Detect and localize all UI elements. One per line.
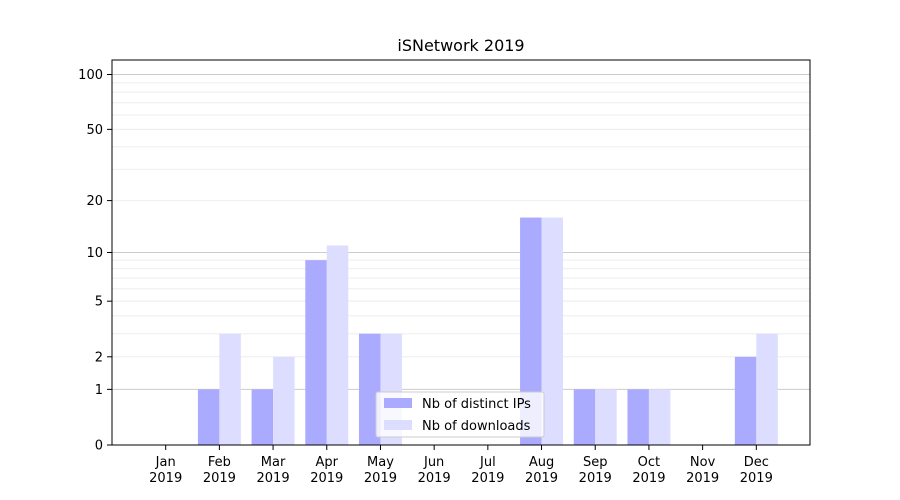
legend-label-downloads: Nb of downloads xyxy=(422,419,531,434)
bar-distinct-ips-feb xyxy=(197,389,220,445)
bar-downloads-oct xyxy=(648,389,671,445)
x-tick-label-apr: Apr 2019 xyxy=(310,455,343,486)
bar-downloads-dec xyxy=(756,333,778,445)
y-tick-label: 1 xyxy=(95,383,103,398)
bar-distinct-ips-mar xyxy=(251,389,274,445)
y-tick-label: 2 xyxy=(95,350,103,365)
y-tick-label: 0 xyxy=(95,439,103,454)
bar-distinct-ips-oct xyxy=(627,389,649,445)
y-tick-label: 50 xyxy=(86,123,103,138)
x-axis: Jan 2019 Feb 2019 Mar 2019 Apr 2019 May 2019 Jun 20… xyxy=(149,445,773,486)
legend-box xyxy=(375,391,545,438)
x-tick-label-may: May 2019 xyxy=(364,455,397,486)
bar-distinct-ips-may xyxy=(358,333,381,445)
legend-label-distinct-ips: Nb of distinct IPs xyxy=(422,397,531,412)
legend-swatch-distinct-ips xyxy=(384,398,412,408)
y-tick-label: 5 xyxy=(95,295,103,310)
x-tick-label-dec: Dec 2019 xyxy=(740,455,773,486)
grid-lines xyxy=(112,74,810,390)
bar-downloads-feb xyxy=(219,333,241,445)
bar-distinct-ips-apr xyxy=(305,260,327,445)
bar-distinct-ips-dec xyxy=(734,356,757,445)
x-tick-label-jul: Jul 2019 xyxy=(471,455,504,486)
y-tick-label: 20 xyxy=(86,194,103,209)
y-axis: 0 1 2 5 10 20 50 100 xyxy=(78,68,112,454)
y-tick-label: 100 xyxy=(78,68,103,83)
x-tick-label-oct: Oct 2019 xyxy=(632,455,665,486)
bar-downloads-aug xyxy=(541,217,564,445)
bar-downloads-apr xyxy=(326,245,349,445)
x-tick-label-mar: Mar 2019 xyxy=(257,455,290,486)
bar-distinct-ips-aug xyxy=(520,217,542,445)
y-tick-label: 10 xyxy=(86,246,103,261)
x-tick-label-aug: Aug 2019 xyxy=(525,455,558,486)
x-tick-label-nov: Nov 2019 xyxy=(686,455,719,486)
x-tick-label-sep: Sep 2019 xyxy=(579,455,612,486)
x-tick-label-feb: Feb 2019 xyxy=(203,455,236,486)
x-tick-label-jun: Jun 2019 xyxy=(418,455,451,486)
x-tick-label-jan: Jan 2019 xyxy=(149,455,182,486)
bar-downloads-mar xyxy=(273,356,295,445)
bar-distinct-ips-sep xyxy=(573,389,596,445)
legend-swatch-downloads xyxy=(384,420,412,430)
bar-downloads-sep xyxy=(595,389,617,445)
bars xyxy=(197,217,778,445)
legend: Nb of distinct IPs Nb of downloads xyxy=(375,391,545,438)
chart-title: iSNetwork 2019 xyxy=(397,36,524,55)
